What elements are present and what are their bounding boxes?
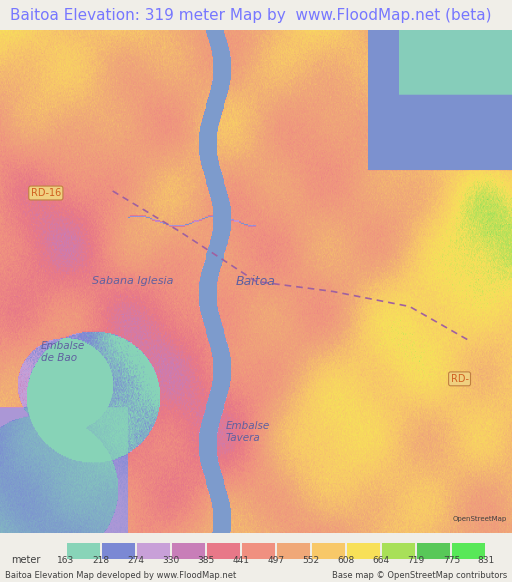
- Text: 497: 497: [268, 556, 285, 565]
- FancyBboxPatch shape: [172, 544, 205, 559]
- Text: RD-16: RD-16: [31, 188, 61, 198]
- Text: Baitoa Elevation: 319 meter Map by  www.FloodMap.net (beta): Baitoa Elevation: 319 meter Map by www.F…: [10, 8, 492, 23]
- Text: Sabana Iglesia: Sabana Iglesia: [92, 276, 174, 286]
- FancyBboxPatch shape: [242, 544, 275, 559]
- Text: 163: 163: [57, 556, 74, 565]
- Text: Embalse
de Bao: Embalse de Bao: [41, 341, 85, 363]
- Text: 831: 831: [478, 556, 495, 565]
- Text: 552: 552: [303, 556, 319, 565]
- Text: 664: 664: [373, 556, 390, 565]
- Text: Base map © OpenStreetMap contributors: Base map © OpenStreetMap contributors: [332, 570, 507, 580]
- FancyBboxPatch shape: [67, 544, 100, 559]
- FancyBboxPatch shape: [453, 544, 485, 559]
- Text: 330: 330: [162, 556, 180, 565]
- FancyBboxPatch shape: [417, 544, 451, 559]
- Text: 385: 385: [197, 556, 215, 565]
- FancyBboxPatch shape: [102, 544, 135, 559]
- Text: Embalse
Tavera: Embalse Tavera: [225, 421, 269, 443]
- Text: 274: 274: [127, 556, 144, 565]
- Text: RD-: RD-: [451, 374, 468, 384]
- Text: 218: 218: [92, 556, 110, 565]
- Text: 719: 719: [408, 556, 425, 565]
- FancyBboxPatch shape: [382, 544, 415, 559]
- FancyBboxPatch shape: [137, 544, 170, 559]
- Text: 775: 775: [443, 556, 460, 565]
- Text: Baitoa: Baitoa: [236, 275, 275, 288]
- Text: 608: 608: [337, 556, 355, 565]
- FancyBboxPatch shape: [347, 544, 380, 559]
- FancyBboxPatch shape: [207, 544, 240, 559]
- FancyBboxPatch shape: [277, 544, 310, 559]
- Text: Baitoa Elevation Map developed by www.FloodMap.net: Baitoa Elevation Map developed by www.Fl…: [5, 570, 237, 580]
- Text: meter: meter: [11, 555, 40, 565]
- Text: OpenStreetMap: OpenStreetMap: [453, 516, 507, 523]
- Text: 441: 441: [232, 556, 249, 565]
- FancyBboxPatch shape: [312, 544, 345, 559]
